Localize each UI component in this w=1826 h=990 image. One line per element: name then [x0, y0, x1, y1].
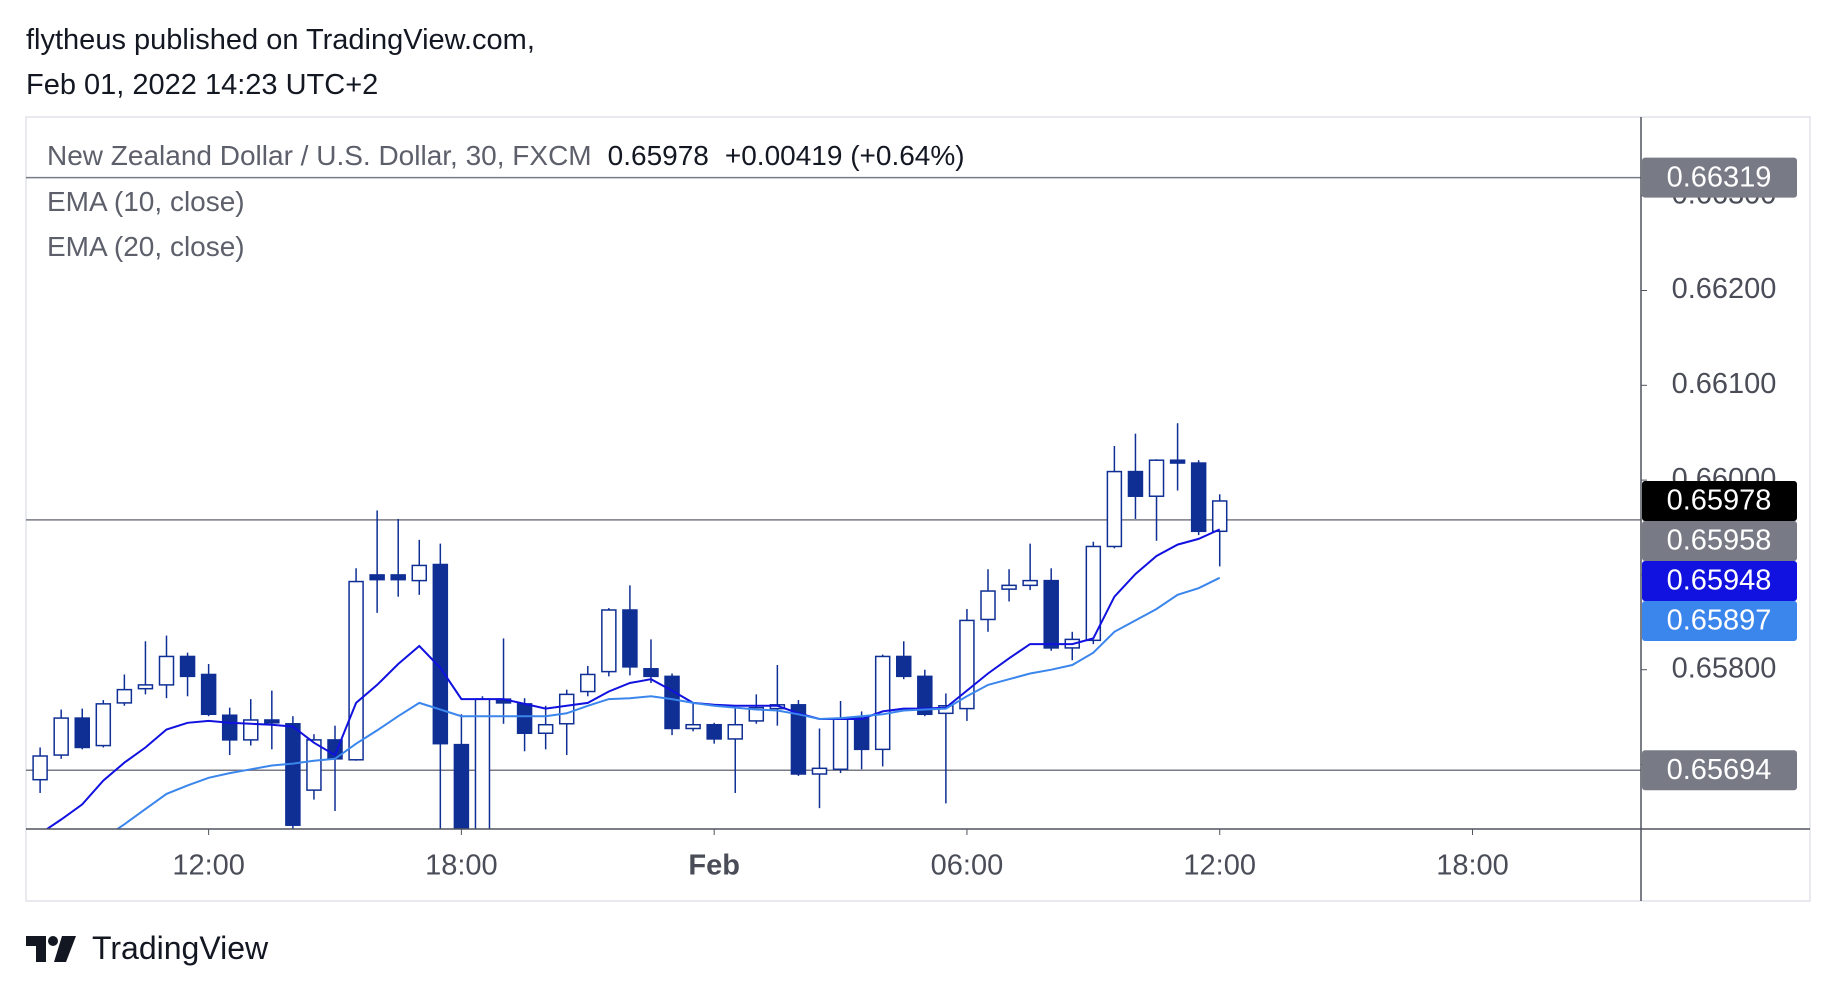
candle-body: [685, 723, 701, 730]
footer: TradingView: [26, 930, 268, 967]
candle-body: [95, 703, 112, 747]
candle-body: [980, 590, 996, 621]
last-price: 0.65978: [607, 140, 709, 171]
x-tick-label: 12:00: [1183, 850, 1256, 882]
legend-main: New Zealand Dollar / U.S. Dollar, 30, FX…: [47, 140, 965, 172]
candle-body: [832, 718, 849, 771]
candle-body: [390, 574, 406, 581]
x-tick-label: 12:00: [172, 850, 245, 882]
price-badge-label: 0.65948: [1667, 565, 1772, 597]
candle-body: [1001, 584, 1017, 590]
x-tick-label: 18:00: [425, 850, 498, 882]
candle-body: [348, 580, 364, 761]
candle-body: [1211, 500, 1228, 533]
candle-body: [432, 563, 449, 745]
candle-body: [748, 706, 765, 722]
candle-body: [727, 723, 743, 740]
candle-body: [200, 673, 217, 716]
publisher: flytheus published on TradingView.com,: [26, 24, 535, 56]
candle-body: [369, 574, 385, 581]
candle-body: [537, 723, 554, 734]
candle-body: [1148, 459, 1165, 497]
candle-body: [1022, 579, 1038, 587]
candle-body: [706, 723, 722, 740]
publish-date: Feb 01, 2022 14:23 UTC+2: [26, 69, 379, 101]
candle-body: [285, 723, 301, 826]
price-badge-label: 0.65897: [1667, 605, 1772, 637]
candle-body: [221, 714, 238, 741]
candle-body: [243, 719, 259, 741]
axes: 0.657000.658000.659000.660000.661000.662…: [172, 178, 1776, 881]
candle-body: [474, 698, 491, 829]
candle-body: [895, 655, 912, 678]
grid: [26, 176, 1641, 771]
candle-body: [917, 675, 933, 716]
legend-ema: EMA (20, close): [47, 231, 245, 262]
candle-body: [411, 564, 428, 582]
candle-body: [643, 668, 659, 678]
price-badge: [1642, 157, 1797, 198]
price-badge: [1642, 600, 1797, 641]
price-badge-label: 0.65958: [1667, 525, 1772, 557]
candle-body: [601, 609, 617, 673]
candle-body: [580, 673, 596, 693]
x-tick-label: 06:00: [931, 850, 1004, 882]
candle-body: [158, 655, 175, 686]
price-badge: [1642, 560, 1797, 601]
ema-line: [45, 528, 1221, 829]
price-badge: [1642, 480, 1797, 521]
y-tick-label: 0.66100: [1672, 368, 1777, 400]
candle-body: [1127, 470, 1144, 497]
candle-body: [790, 704, 807, 775]
candle-body: [1190, 462, 1207, 533]
candle-body: [664, 675, 680, 730]
price-badge-label: 0.65694: [1667, 754, 1772, 786]
chart-frame: [25, 116, 1811, 902]
symbol: New Zealand Dollar / U.S. Dollar, 30, FX…: [47, 140, 592, 171]
candle-body: [116, 688, 133, 704]
price-badge: [1642, 750, 1797, 791]
candle-body: [516, 703, 533, 734]
candle-body: [264, 719, 280, 724]
brand: TradingView: [92, 930, 269, 966]
candle-body: [53, 717, 69, 756]
x-tick-label: 18:00: [1436, 850, 1509, 882]
candle-body: [32, 755, 48, 781]
x-tick-label: Feb: [688, 850, 740, 882]
candle-body: [1169, 459, 1186, 464]
price-change: +0.00419 (+0.64%): [724, 140, 965, 171]
candle-body: [1106, 470, 1123, 548]
candle-body: [453, 743, 470, 829]
y-tick-label: 0.66200: [1672, 273, 1777, 305]
candle-body: [1043, 579, 1059, 649]
candle-body: [811, 767, 828, 775]
candle-body: [179, 655, 196, 678]
price-badge-label: 0.65978: [1667, 485, 1772, 517]
logo: [26, 935, 76, 962]
candle-body: [558, 693, 575, 725]
price-badge-label: 0.66319: [1667, 161, 1772, 193]
plot-area: [32, 423, 1228, 829]
candle-body: [1085, 545, 1102, 642]
candle-body: [853, 717, 870, 751]
candle-body: [874, 655, 891, 751]
candle-body: [306, 739, 322, 791]
price-badge: [1642, 520, 1797, 561]
candle-body: [137, 684, 154, 690]
candle-body: [622, 609, 638, 668]
ema-line: [115, 576, 1221, 829]
y-tick-label: 0.65800: [1672, 652, 1777, 684]
price-badges: 0.66319 0.65958 0.65694 0.65978 0.65948 0.658…: [1642, 157, 1797, 791]
legend-ema: EMA (10, close): [47, 186, 245, 217]
candle-body: [74, 717, 90, 749]
